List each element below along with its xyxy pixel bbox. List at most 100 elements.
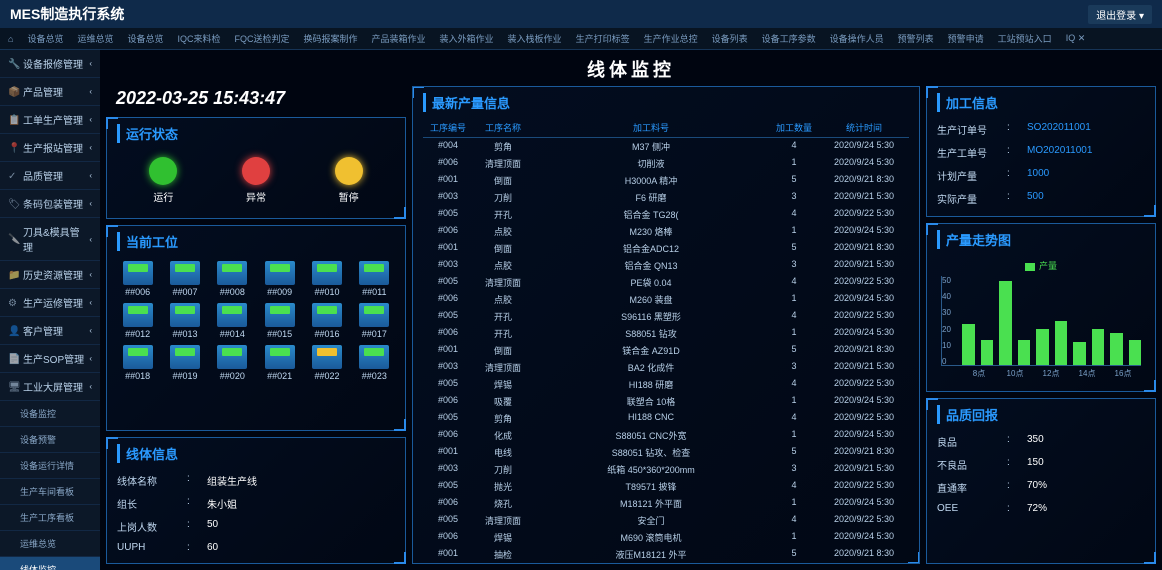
table-cell: #001 [423,344,473,357]
table-cell: 倒面 [473,174,533,187]
station-item[interactable]: ##008 [212,261,253,297]
tab-item[interactable]: 产品装箱作业 [372,32,426,45]
sidebar-sub-item[interactable]: 设备监控 [0,401,100,427]
sidebar-item[interactable]: ✓品质管理‹ [0,162,100,190]
status-item: 异常 [242,157,270,204]
chevron-icon: ‹ [89,171,92,180]
table-row: #001倒面镁合金 AZ91D52020/9/21 8:30 [423,342,909,359]
station-label: ##013 [164,329,205,339]
chevron-icon: ‹ [89,298,92,307]
station-icon [265,345,295,369]
station-item[interactable]: ##013 [164,303,205,339]
station-item[interactable]: ##017 [354,303,395,339]
menu-icon: 🏷 [8,199,18,209]
station-item[interactable]: ##022 [306,345,347,381]
sidebar-item[interactable]: 👤客户管理‹ [0,317,100,345]
table-cell: 4 [769,208,819,221]
station-item[interactable]: ##014 [212,303,253,339]
station-item[interactable]: ##009 [259,261,300,297]
tab-item[interactable]: 设备列表 [712,32,748,45]
sidebar-item[interactable]: ⚙生产运修管理‹ [0,289,100,317]
table-cell: 2020/9/24 5:30 [819,140,909,153]
station-item[interactable]: ##021 [259,345,300,381]
table-cell: #006 [423,497,473,510]
menu-icon: 🔪 [8,234,18,244]
station-item[interactable]: ##010 [306,261,347,297]
sidebar-item[interactable]: 📦产品管理‹ [0,78,100,106]
table-cell: 2020/9/22 5:30 [819,514,909,527]
sidebar-sub-item[interactable]: 设备运行详情 [0,453,100,479]
sidebar-item[interactable]: 📁历史资源管理‹ [0,261,100,289]
top-bar: MES制造执行系统 退出登录 ▾ [0,0,1162,28]
sidebar-sub-item[interactable]: 设备预警 [0,427,100,453]
sidebar-item[interactable]: 🔧设备报修管理‹ [0,50,100,78]
tab-item[interactable]: 设备总览 [127,32,163,45]
tab-item[interactable]: 生产作业总控 [644,32,698,45]
sidebar-item[interactable]: 🏷条码包装管理‹ [0,190,100,218]
home-icon[interactable]: ⌂ [8,34,13,44]
tab-item[interactable]: 生产打印标签 [576,32,630,45]
stations-title: 当前工位 [117,232,395,251]
sidebar-item[interactable]: 📍生产报站管理‹ [0,134,100,162]
table-cell: #001 [423,446,473,459]
station-item[interactable]: ##020 [212,345,253,381]
table-cell: 剪角 [473,140,533,153]
tab-item[interactable]: FQC送检判定 [235,32,290,45]
station-label: ##007 [164,287,205,297]
station-item[interactable]: ##016 [306,303,347,339]
tab-item[interactable]: 设备工序参数 [762,32,816,45]
tab-item[interactable]: 装入外箱作业 [440,32,494,45]
table-cell: 刀削 [473,191,533,204]
station-item[interactable]: ##019 [164,345,205,381]
table-cell: 2020/9/21 8:30 [819,446,909,459]
chart-bar [981,340,994,365]
sidebar-item[interactable]: 🖥工业大屏管理‹ [0,373,100,401]
info-row: 不良品:150 [937,453,1145,476]
tab-item[interactable]: 工站预站入口 [998,32,1052,45]
chart-legend: 产量 [941,259,1141,272]
tab-item[interactable]: 换码报案制作 [304,32,358,45]
table-row: #003点胶铝合金 QN1332020/9/21 5:30 [423,257,909,274]
station-item[interactable]: ##012 [117,303,158,339]
tab-item[interactable]: 设备操作人员 [830,32,884,45]
sidebar-sub-item[interactable]: 线体监控 [0,557,100,570]
table-cell: 4 [769,412,819,425]
x-tick: 12点 [1033,368,1069,379]
tab-item[interactable]: 运维总览 [77,32,113,45]
sidebar-item[interactable]: 📋工单生产管理‹ [0,106,100,134]
sidebar-sub-item[interactable]: 生产工序看板 [0,505,100,531]
sidebar-item[interactable]: 🔪刀具&模具管理‹ [0,218,100,261]
sidebar-label: 生产运修管理 [23,295,83,310]
station-item[interactable]: ##007 [164,261,205,297]
station-icon [359,303,389,327]
info-label: 线体名称 [117,473,187,488]
station-label: ##018 [117,371,158,381]
table-header: 加工料号 [533,121,769,134]
table-row: #001倒面H3000A 精冲52020/9/21 8:30 [423,172,909,189]
station-item[interactable]: ##023 [354,345,395,381]
station-icon [170,345,200,369]
info-value: 50 [207,519,218,534]
station-icon [265,261,295,285]
table-cell: #005 [423,514,473,527]
x-tick: 14点 [1069,368,1105,379]
station-item[interactable]: ##011 [354,261,395,297]
tab-item[interactable]: IQC来料检 [177,32,220,45]
table-cell: M260 装盘 [533,293,769,306]
dashboard-title: 线体监控 [106,56,1156,82]
station-item[interactable]: ##018 [117,345,158,381]
sidebar-sub-item[interactable]: 运维总览 [0,531,100,557]
logout-button[interactable]: 退出登录 ▾ [1088,5,1152,24]
tab-item[interactable]: IQ ✕ [1066,33,1086,44]
tab-item[interactable]: 预警申请 [948,32,984,45]
tab-item[interactable]: 设备总览 [27,32,63,45]
station-item[interactable]: ##006 [117,261,158,297]
table-row: #003刀削纸箱 450*360*200mm32020/9/21 5:30 [423,461,909,478]
tab-item[interactable]: 预警列表 [898,32,934,45]
sidebar-item[interactable]: 📄生产SOP管理‹ [0,345,100,373]
sidebar-sub-item[interactable]: 生产车间看板 [0,479,100,505]
table-row: #003清理顶面BA2 化成件32020/9/21 5:30 [423,359,909,376]
info-label: 直通率 [937,480,1007,495]
tab-item[interactable]: 装入栈板作业 [508,32,562,45]
station-item[interactable]: ##015 [259,303,300,339]
